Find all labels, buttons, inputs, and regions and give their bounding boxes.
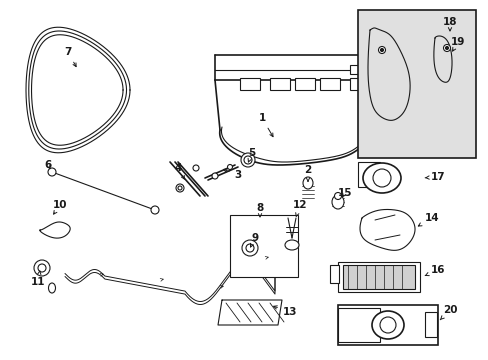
Text: 14: 14: [417, 213, 438, 226]
Ellipse shape: [244, 156, 251, 164]
Ellipse shape: [227, 165, 232, 170]
Bar: [357, 10, 475, 158]
Text: 7: 7: [64, 47, 76, 67]
Ellipse shape: [378, 46, 385, 54]
Text: 20: 20: [439, 305, 456, 320]
Bar: [424, 312, 436, 337]
Text: 1: 1: [258, 113, 272, 137]
Bar: [229, 215, 297, 277]
Text: 2: 2: [304, 165, 311, 181]
Ellipse shape: [362, 163, 400, 193]
Ellipse shape: [372, 169, 390, 187]
Ellipse shape: [245, 244, 253, 252]
Text: 4: 4: [174, 163, 184, 179]
Text: 15: 15: [337, 188, 351, 198]
Text: 16: 16: [425, 265, 445, 276]
Text: 12: 12: [292, 200, 306, 216]
Text: 17: 17: [424, 172, 445, 182]
Ellipse shape: [242, 240, 258, 256]
Bar: [337, 308, 379, 342]
Ellipse shape: [331, 195, 343, 209]
Ellipse shape: [176, 184, 183, 192]
Bar: [329, 265, 338, 283]
Text: 9: 9: [250, 233, 258, 247]
Text: 18: 18: [442, 17, 456, 31]
Ellipse shape: [48, 283, 55, 293]
Ellipse shape: [212, 173, 218, 179]
Bar: [342, 265, 414, 289]
Ellipse shape: [178, 186, 182, 190]
Text: 10: 10: [53, 200, 67, 214]
Bar: [294, 78, 314, 90]
Text: 6: 6: [44, 160, 52, 170]
Ellipse shape: [334, 193, 341, 199]
Bar: [240, 78, 260, 90]
Bar: [337, 262, 419, 292]
Text: 11: 11: [31, 271, 45, 287]
Bar: [349, 65, 361, 74]
Ellipse shape: [379, 317, 395, 333]
Bar: [269, 78, 289, 90]
Bar: [319, 78, 339, 90]
Ellipse shape: [48, 168, 56, 176]
Ellipse shape: [380, 49, 383, 51]
Bar: [357, 162, 379, 187]
Text: 8: 8: [256, 203, 263, 217]
Ellipse shape: [285, 240, 298, 250]
Text: 13: 13: [273, 306, 297, 317]
Text: 5: 5: [247, 148, 255, 162]
Bar: [337, 305, 437, 345]
Text: 3: 3: [223, 169, 241, 180]
Ellipse shape: [193, 165, 199, 171]
Ellipse shape: [151, 206, 159, 214]
Ellipse shape: [371, 311, 403, 339]
Bar: [349, 78, 369, 90]
Ellipse shape: [303, 177, 312, 189]
Ellipse shape: [445, 46, 447, 49]
Ellipse shape: [38, 264, 46, 272]
Text: 19: 19: [450, 37, 464, 51]
Ellipse shape: [443, 45, 449, 51]
Ellipse shape: [34, 260, 50, 276]
Ellipse shape: [241, 153, 254, 167]
